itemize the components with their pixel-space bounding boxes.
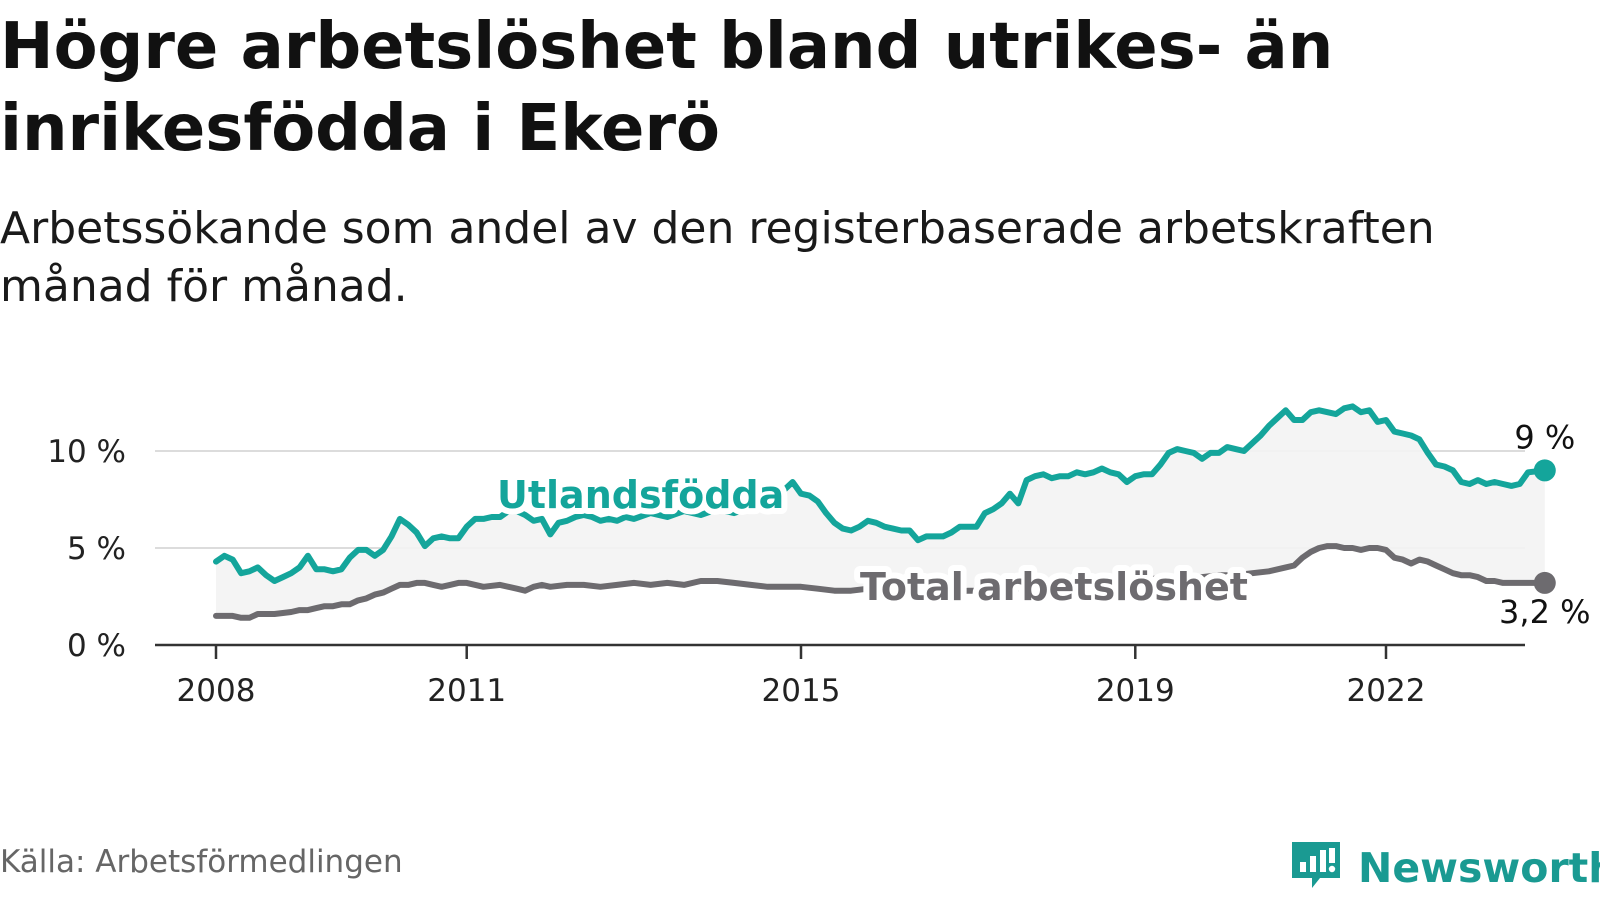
gap-area (216, 406, 1545, 618)
series-line-1 (213, 543, 1548, 621)
x-tick-label: 2019 (1096, 673, 1175, 709)
series-end-dot-1 (1533, 571, 1556, 594)
gap-band (216, 406, 1545, 618)
brand-name: Newsworthy (1358, 844, 1600, 892)
series-label-total: Total arbetslöshet (860, 565, 1248, 609)
x-axis (155, 643, 1525, 659)
series-lines (213, 403, 1556, 621)
x-tick-label: 2011 (427, 673, 506, 709)
series-end-dot-0 (1533, 459, 1556, 482)
y-tick-label: 10 % (47, 434, 126, 470)
x-tick-label: 2022 (1347, 673, 1426, 709)
series-label-utlandsfodda: Utlandsfödda (497, 473, 784, 517)
source-note: Källa: Arbetsförmedlingen (0, 844, 403, 880)
chart-title: Högre arbetslöshet bland utrikes- än inr… (0, 10, 1334, 166)
x-tick-label: 2015 (762, 673, 841, 709)
x-tick-label: 2008 (177, 673, 256, 709)
y-tick-label: 5 % (67, 531, 126, 567)
newsworthy-logo-icon (1292, 842, 1340, 888)
y-tick-label: 0 % (67, 628, 126, 664)
line-chart: 0 % 5 % 10 % 2008 2011 2015 2019 2022 9 % 3,2 % Ut… (47, 403, 1591, 709)
labels: 0 % 5 % 10 % 2008 2011 2015 2019 2022 9 % 3,2 % Ut… (47, 418, 1590, 709)
series-end-label-0: 9 % (1514, 418, 1575, 456)
chart-subtitle: Arbetssökande som andel av den registerb… (0, 203, 1435, 312)
series-line-0 (213, 403, 1548, 584)
series-end-label-1: 3,2 % (1499, 593, 1590, 631)
